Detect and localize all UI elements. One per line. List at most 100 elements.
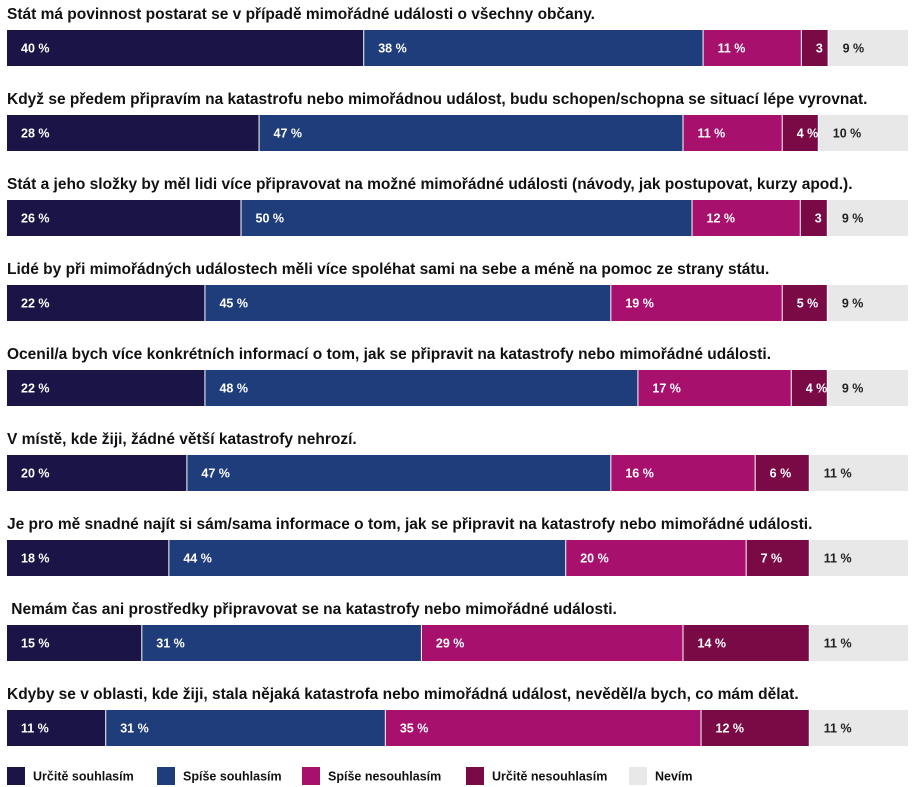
- bar-segment-nevim: [828, 30, 908, 66]
- legend-item-urcite-souhlasim: Určitě souhlasím: [7, 767, 134, 785]
- legend-swatch: [466, 767, 484, 785]
- bar-value-label: 17 %: [652, 382, 681, 396]
- bar-segment-spise-nesouhlasim: [385, 710, 701, 746]
- bar-value-label: 11 %: [824, 722, 852, 736]
- bar-segment-spise-nesouhlasim: [692, 200, 800, 236]
- bar-segment-nevim: [809, 540, 908, 576]
- bar-segment-spise-nesouhlasim: [611, 285, 782, 321]
- bar-segment-spise-souhlasim: [106, 710, 385, 746]
- bar-value-label: 28 %: [21, 127, 50, 141]
- bar-segment-urcite-souhlasim: [7, 30, 364, 66]
- bar-segment-urcite-nesouhlasim: [782, 285, 827, 321]
- bar-segment-urcite-souhlasim: [7, 200, 241, 236]
- bar-value-label: 11 %: [824, 552, 852, 566]
- bar-value-label: 11 %: [824, 637, 852, 651]
- bar-value-label: 6 %: [770, 467, 792, 481]
- bar-segment-urcite-souhlasim: [7, 710, 106, 746]
- bar-segment-urcite-nesouhlasim: [800, 200, 827, 236]
- bar-value-label: 10 %: [833, 127, 862, 141]
- chart-row: Kdyby se v oblasti, kde žiji, stala něja…: [7, 686, 908, 746]
- bar-segment-urcite-souhlasim: [7, 115, 259, 151]
- bar-value-label: 31 %: [120, 722, 149, 736]
- bar-value-label: 29 %: [436, 637, 465, 651]
- bar-value-label: 15 %: [21, 637, 50, 651]
- bar-segment-nevim: [827, 285, 908, 321]
- legend-item-nevim: Nevím: [629, 767, 693, 785]
- bar-segment-spise-nesouhlasim: [703, 30, 801, 66]
- legend-label: Nevím: [655, 770, 693, 784]
- bar-segment-spise-nesouhlasim: [566, 540, 746, 576]
- bar-segment-urcite-nesouhlasim: [746, 540, 809, 576]
- bar-value-label: 11 %: [718, 42, 746, 56]
- chart-row: Když se předem připravím na katastrofu n…: [7, 91, 908, 151]
- bar-value-label: 44 %: [183, 552, 212, 566]
- legend-swatch: [302, 767, 320, 785]
- row-question-label: Ocenil/a bych více konkrétních informací…: [7, 346, 771, 363]
- bar-value-label: 3: [815, 212, 822, 226]
- bar-segment-nevim: [809, 455, 908, 491]
- bar-value-label: 48 %: [219, 382, 248, 396]
- bar-segment-urcite-souhlasim: [7, 540, 169, 576]
- bar-segment-urcite-souhlasim: [7, 285, 205, 321]
- bar-segment-urcite-souhlasim: [7, 370, 205, 406]
- bar-value-label: 40 %: [21, 42, 50, 56]
- bar-value-label: 12 %: [716, 722, 745, 736]
- bar-segment-urcite-nesouhlasim: [701, 710, 809, 746]
- legend-label: Určitě nesouhlasím: [492, 770, 607, 784]
- legend-swatch: [629, 767, 647, 785]
- bar-segment-nevim: [827, 370, 908, 406]
- bar-value-label: 50 %: [256, 212, 285, 226]
- bar-value-label: 18 %: [21, 552, 50, 566]
- bar-value-label: 9 %: [842, 297, 864, 311]
- chart-row: Lidé by při mimořádných událostech měli …: [7, 261, 908, 321]
- bar-value-label: 7 %: [761, 552, 783, 566]
- chart-row: Stát a jeho složky by měl lidi více přip…: [7, 176, 908, 236]
- legend-item-spise-nesouhlasim: Spíše nesouhlasím: [302, 767, 441, 785]
- bar-value-label: 11 %: [21, 722, 49, 736]
- bar-segment-spise-souhlasim: [142, 625, 421, 661]
- bar-value-label: 19 %: [625, 297, 654, 311]
- bar-value-label: 16 %: [625, 467, 654, 481]
- bar-value-label: 38 %: [378, 42, 407, 56]
- bar-value-label: 12 %: [707, 212, 736, 226]
- bar-value-label: 9 %: [842, 212, 864, 226]
- chart-row: Ocenil/a bych více konkrétních informací…: [7, 346, 908, 406]
- bar-value-label: 47 %: [201, 467, 230, 481]
- bar-value-label: 3: [816, 42, 823, 56]
- bar-value-label: 4 %: [797, 127, 819, 141]
- chart-rows: Stát má povinnost postarat se v případě …: [7, 6, 908, 746]
- bar-segment-spise-nesouhlasim: [638, 370, 791, 406]
- legend-label: Spíše nesouhlasím: [328, 770, 441, 784]
- chart-row: Nemám čas ani prostředky připravovat se …: [7, 601, 908, 661]
- bar-value-label: 35 %: [400, 722, 429, 736]
- bar-segment-urcite-nesouhlasim: [782, 115, 818, 151]
- bar-value-label: 20 %: [580, 552, 609, 566]
- bar-value-label: 5 %: [797, 297, 819, 311]
- bar-value-label: 47 %: [274, 127, 303, 141]
- row-question-label: Stát a jeho složky by měl lidi více přip…: [7, 176, 853, 193]
- bar-value-label: 11 %: [698, 127, 726, 141]
- bar-segment-urcite-nesouhlasim: [683, 625, 809, 661]
- bar-segment-urcite-nesouhlasim: [801, 30, 828, 66]
- bar-segment-nevim: [809, 625, 908, 661]
- bar-value-label: 26 %: [21, 212, 50, 226]
- bar-segment-nevim: [818, 115, 908, 151]
- row-question-label: Lidé by při mimořádných událostech měli …: [7, 261, 769, 278]
- bar-segment-urcite-souhlasim: [7, 455, 187, 491]
- row-question-label: Stát má povinnost postarat se v případě …: [7, 6, 595, 23]
- bar-segment-urcite-nesouhlasim: [755, 455, 809, 491]
- chart-row: Stát má povinnost postarat se v případě …: [7, 6, 908, 66]
- bar-value-label: 22 %: [21, 382, 50, 396]
- bar-segment-urcite-souhlasim: [7, 625, 142, 661]
- chart-legend: Určitě souhlasím Spíše souhlasím Spíše nes…: [7, 767, 693, 785]
- row-question-label: Nemám čas ani prostředky připravovat se …: [7, 601, 617, 618]
- row-question-label: Když se předem připravím na katastrofu n…: [7, 91, 867, 108]
- bar-value-label: 9 %: [843, 42, 865, 56]
- bar-segment-spise-souhlasim: [187, 455, 611, 491]
- row-question-label: V místě, kde žiji, žádné větší katastrof…: [7, 431, 357, 448]
- legend-item-urcite-nesouhlasim: Určitě nesouhlasím: [466, 767, 607, 785]
- bar-value-label: 4 %: [806, 382, 828, 396]
- bar-segment-spise-nesouhlasim: [683, 115, 782, 151]
- bar-segment-spise-souhlasim: [205, 285, 611, 321]
